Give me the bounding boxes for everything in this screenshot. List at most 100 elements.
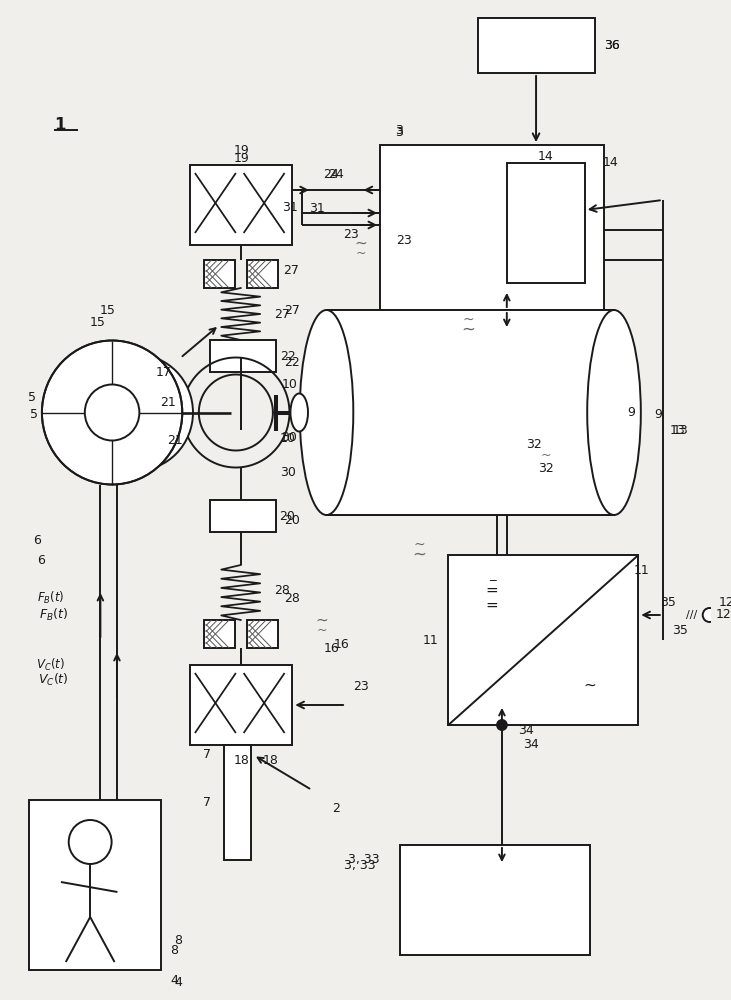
Text: 10: 10 xyxy=(279,432,295,444)
Circle shape xyxy=(85,384,140,440)
Text: 3: 3 xyxy=(395,126,403,139)
Bar xyxy=(190,665,292,745)
Text: 30: 30 xyxy=(279,466,295,479)
Circle shape xyxy=(497,720,507,730)
Text: 12: 12 xyxy=(716,608,731,621)
Bar xyxy=(210,500,276,532)
Text: 28: 28 xyxy=(284,591,300,604)
Text: 35: 35 xyxy=(673,624,688,637)
Text: 17: 17 xyxy=(156,366,172,379)
Text: 32: 32 xyxy=(538,462,553,475)
Bar xyxy=(507,163,585,283)
Text: 5: 5 xyxy=(30,408,38,422)
Text: 27: 27 xyxy=(284,263,300,276)
Text: 30: 30 xyxy=(281,431,298,444)
Text: ~: ~ xyxy=(355,235,367,250)
Circle shape xyxy=(69,820,112,864)
Text: 24: 24 xyxy=(324,168,339,182)
Text: 34: 34 xyxy=(523,738,539,752)
Text: $F_B(t)$: $F_B(t)$ xyxy=(37,590,64,606)
Text: 13: 13 xyxy=(670,424,685,436)
Text: 20: 20 xyxy=(284,514,300,526)
Text: 23: 23 xyxy=(397,233,412,246)
Text: 22: 22 xyxy=(280,350,295,362)
Text: 32: 32 xyxy=(526,438,542,452)
Ellipse shape xyxy=(290,393,308,432)
Text: 6: 6 xyxy=(37,554,45,566)
Text: 19: 19 xyxy=(233,143,249,156)
Text: 23: 23 xyxy=(353,680,368,694)
Text: 15: 15 xyxy=(89,316,105,329)
Text: 5: 5 xyxy=(29,391,36,404)
Text: ~: ~ xyxy=(583,678,596,692)
Text: 16: 16 xyxy=(333,639,349,652)
Bar xyxy=(204,620,235,648)
Bar xyxy=(477,18,594,73)
Text: 21: 21 xyxy=(167,434,183,446)
Circle shape xyxy=(702,608,716,622)
Text: ~: ~ xyxy=(540,448,551,462)
Text: 2: 2 xyxy=(333,802,340,814)
Text: 8: 8 xyxy=(170,944,178,956)
Text: $V_C(t)$: $V_C(t)$ xyxy=(38,672,69,688)
Text: 16: 16 xyxy=(324,642,339,654)
Text: 21: 21 xyxy=(160,396,175,409)
Text: 11: 11 xyxy=(423,634,439,647)
Text: 31: 31 xyxy=(283,201,298,214)
Text: 7: 7 xyxy=(202,748,211,762)
Text: 36: 36 xyxy=(605,39,620,52)
Text: 11: 11 xyxy=(634,564,649,576)
Text: 1: 1 xyxy=(55,116,67,134)
Text: ///: /// xyxy=(686,610,697,620)
Text: 3: 3 xyxy=(395,123,403,136)
Bar xyxy=(327,310,614,515)
Text: ~: ~ xyxy=(461,321,475,339)
Bar xyxy=(190,165,292,245)
Text: 27: 27 xyxy=(284,304,300,316)
Text: =: = xyxy=(486,582,499,597)
Text: 7: 7 xyxy=(202,796,211,809)
Text: ~: ~ xyxy=(413,538,425,552)
Bar xyxy=(204,260,235,288)
Text: 28: 28 xyxy=(273,584,289,596)
Text: ─: ─ xyxy=(489,575,496,585)
Text: 3, 33: 3, 33 xyxy=(344,858,375,871)
Text: 8: 8 xyxy=(175,934,182,946)
Text: $V_C(t)$: $V_C(t)$ xyxy=(37,657,65,673)
Bar xyxy=(246,260,278,288)
Bar xyxy=(380,145,605,310)
Text: =: = xyxy=(486,597,499,612)
Text: 34: 34 xyxy=(518,724,534,736)
Text: 4: 4 xyxy=(175,976,182,988)
Text: 14: 14 xyxy=(538,150,553,163)
Text: 4: 4 xyxy=(170,974,178,986)
Text: 22: 22 xyxy=(284,356,300,368)
Text: 15: 15 xyxy=(99,304,115,316)
Text: ~: ~ xyxy=(317,624,327,637)
Ellipse shape xyxy=(300,310,353,515)
Ellipse shape xyxy=(587,310,641,515)
Bar xyxy=(224,745,251,860)
Text: ~: ~ xyxy=(462,313,474,327)
Text: 6: 6 xyxy=(33,534,41,546)
Text: 23: 23 xyxy=(343,229,359,241)
Text: ~: ~ xyxy=(355,246,366,259)
Text: 19: 19 xyxy=(234,151,249,164)
Circle shape xyxy=(42,340,182,485)
Text: 18: 18 xyxy=(234,754,250,766)
Bar xyxy=(29,800,161,970)
Bar xyxy=(327,310,614,515)
Text: 24: 24 xyxy=(328,168,344,182)
Text: 31: 31 xyxy=(309,202,325,215)
Circle shape xyxy=(80,355,193,471)
Text: 10: 10 xyxy=(281,378,298,391)
Bar xyxy=(400,845,590,955)
Text: 14: 14 xyxy=(602,156,618,169)
Bar xyxy=(448,555,638,725)
Text: ~: ~ xyxy=(315,612,328,628)
Bar xyxy=(246,620,278,648)
Text: $F_B(t)$: $F_B(t)$ xyxy=(39,607,68,623)
Text: 18: 18 xyxy=(262,754,279,766)
Text: 20: 20 xyxy=(279,510,295,522)
Text: 3, 33: 3, 33 xyxy=(349,854,380,866)
